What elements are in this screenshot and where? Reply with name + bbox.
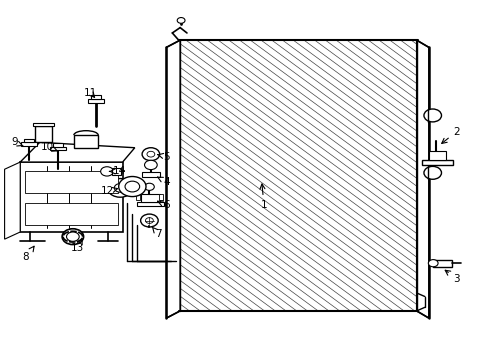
Bar xyxy=(142,172,159,177)
Text: 12: 12 xyxy=(100,186,117,197)
Circle shape xyxy=(141,214,158,227)
Text: 13: 13 xyxy=(71,239,84,253)
Text: 11: 11 xyxy=(84,88,97,98)
Bar xyxy=(91,95,101,99)
Text: 10: 10 xyxy=(41,141,57,152)
Polygon shape xyxy=(166,40,180,318)
Polygon shape xyxy=(20,142,135,162)
Circle shape xyxy=(177,18,184,23)
Bar xyxy=(53,143,63,147)
Bar xyxy=(421,159,452,165)
Polygon shape xyxy=(416,40,428,318)
Circle shape xyxy=(107,179,133,197)
Text: 1: 1 xyxy=(260,184,267,210)
Circle shape xyxy=(114,184,126,192)
Bar xyxy=(24,139,34,142)
Bar xyxy=(136,194,140,200)
Text: 8: 8 xyxy=(22,246,34,262)
Bar xyxy=(432,260,451,267)
Circle shape xyxy=(423,166,441,179)
Bar xyxy=(50,147,66,150)
Circle shape xyxy=(101,167,113,176)
Text: 4: 4 xyxy=(157,177,169,187)
Text: 7: 7 xyxy=(152,227,161,239)
Bar xyxy=(141,194,160,202)
Bar xyxy=(21,142,37,146)
Circle shape xyxy=(142,148,159,161)
Bar xyxy=(428,150,445,159)
Bar xyxy=(159,194,163,200)
Polygon shape xyxy=(4,162,20,239)
Bar xyxy=(20,162,122,232)
Bar xyxy=(25,171,118,193)
Circle shape xyxy=(62,229,83,244)
Circle shape xyxy=(144,183,154,190)
Text: 9: 9 xyxy=(11,138,23,147)
Bar xyxy=(88,99,103,103)
Text: 3: 3 xyxy=(444,270,459,284)
Bar xyxy=(35,126,52,142)
Circle shape xyxy=(144,160,157,170)
Bar xyxy=(112,168,121,175)
Text: 2: 2 xyxy=(441,127,459,143)
Circle shape xyxy=(66,232,79,241)
Text: 6: 6 xyxy=(157,200,169,210)
Circle shape xyxy=(147,151,155,157)
Circle shape xyxy=(119,176,146,197)
Bar xyxy=(25,203,118,225)
Bar xyxy=(74,135,98,148)
Text: 14: 14 xyxy=(109,166,125,176)
Bar xyxy=(33,123,54,126)
Circle shape xyxy=(423,109,441,122)
Circle shape xyxy=(125,181,140,192)
Bar xyxy=(137,202,163,206)
Bar xyxy=(178,40,417,311)
Text: 5: 5 xyxy=(157,152,169,162)
Circle shape xyxy=(145,218,153,224)
Circle shape xyxy=(427,260,437,267)
